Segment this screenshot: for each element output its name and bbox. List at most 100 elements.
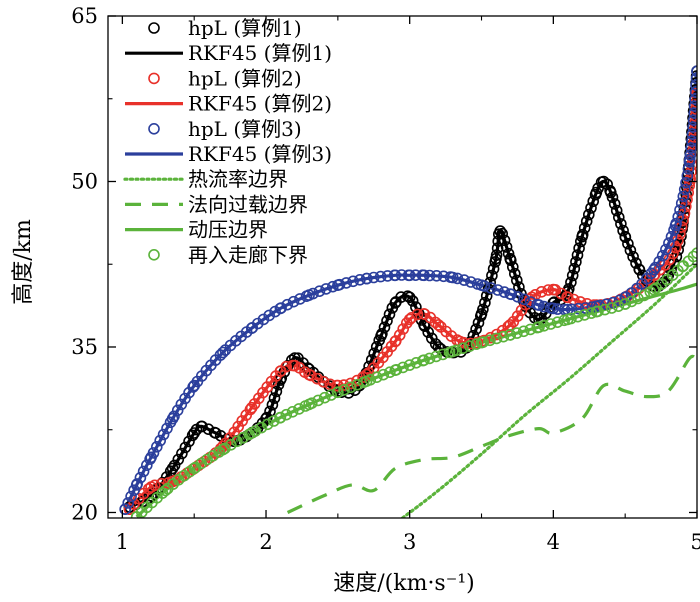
data-point	[619, 298, 632, 310]
marker-point	[397, 361, 409, 374]
data-point	[166, 412, 179, 425]
marker-point	[403, 359, 416, 371]
marker-point	[570, 256, 582, 268]
data-point	[418, 319, 430, 331]
marker-point	[496, 227, 509, 240]
marker-point	[293, 403, 305, 415]
data-point	[245, 322, 258, 335]
data-point	[504, 329, 517, 341]
marker-point	[151, 440, 163, 453]
marker-point	[624, 244, 637, 257]
marker-point	[568, 262, 581, 275]
marker-point	[653, 255, 666, 268]
legend-item: RKF45 (算例2)	[125, 92, 332, 116]
marker-point	[656, 249, 669, 262]
legend-label: RKF45 (算例1)	[188, 41, 332, 65]
legend-item: 动压边界	[125, 218, 268, 242]
marker-point	[154, 434, 166, 447]
marker-point	[511, 290, 524, 303]
data-point	[418, 354, 430, 367]
x-tick-label: 3	[403, 530, 416, 554]
marker-point	[479, 296, 491, 309]
marker-point	[268, 392, 281, 404]
marker-point	[179, 441, 192, 454]
axes-frame	[107, 15, 698, 519]
data-point	[432, 319, 445, 331]
legend-label: hpL (算例3)	[188, 117, 302, 141]
marker-point	[674, 204, 686, 216]
data-point	[145, 481, 157, 493]
x-axis-label: 速度/(km·s⁻¹)	[333, 571, 475, 596]
marker-point	[405, 311, 418, 324]
marker-point	[125, 490, 137, 503]
data-point	[561, 285, 574, 298]
data-point	[533, 299, 545, 311]
marker-point	[491, 284, 504, 296]
data-point	[303, 368, 315, 381]
legend-label: 热流率边界	[188, 167, 288, 191]
marker-point	[122, 497, 134, 509]
marker-point	[680, 176, 692, 189]
marker-point	[615, 218, 627, 230]
data-point	[119, 503, 131, 516]
data-point	[597, 175, 610, 188]
marker-point	[451, 272, 464, 285]
marker-point	[677, 190, 690, 203]
data-point	[375, 330, 387, 342]
marker-point	[326, 280, 339, 293]
marker-point	[231, 435, 243, 448]
data-point	[561, 291, 574, 304]
data-point	[648, 269, 660, 282]
marker-point	[171, 404, 184, 417]
legend-marker	[148, 249, 160, 261]
data-point	[274, 365, 287, 378]
marker-point	[612, 300, 625, 313]
x-tick-label: 2	[259, 530, 272, 554]
legend-item: hpL (算例3)	[148, 117, 302, 141]
x-tick-label: 5	[690, 530, 700, 554]
marker-point	[236, 415, 248, 427]
legend-label: hpL (算例2)	[188, 66, 302, 90]
data-point	[590, 186, 603, 199]
marker-point	[340, 277, 353, 289]
marker-point	[470, 338, 483, 350]
marker-point	[660, 243, 672, 256]
data-point	[209, 427, 222, 439]
marker-point	[423, 269, 436, 282]
data-point	[504, 288, 517, 300]
data-point	[332, 386, 344, 399]
data-point	[274, 411, 287, 424]
y-tick-label: 20	[71, 500, 98, 524]
marker-point	[665, 230, 678, 243]
data-point	[691, 65, 697, 77]
marker-point	[430, 269, 443, 282]
marker-point	[255, 421, 268, 434]
marker-point	[566, 269, 579, 282]
marker-point	[142, 483, 155, 495]
data-point	[604, 186, 617, 199]
data-point	[525, 291, 538, 304]
data-point	[590, 305, 603, 318]
marker-point	[689, 93, 697, 105]
marker-point	[161, 422, 173, 435]
marker-point	[261, 418, 274, 431]
marker-point	[678, 183, 691, 196]
marker-point	[605, 302, 618, 314]
marker-point	[465, 276, 477, 288]
marker-point	[658, 275, 671, 288]
x-tick-label: 1	[116, 530, 129, 554]
marker-point	[630, 257, 642, 269]
marker-point	[573, 242, 585, 254]
data-point	[217, 346, 229, 359]
axes: 1 2 3 4 5 20 35 50 65	[71, 4, 700, 554]
data-point	[145, 490, 157, 502]
data-point	[633, 263, 646, 276]
marker-point	[186, 429, 199, 442]
data-point	[446, 271, 459, 284]
marker-point	[625, 295, 638, 308]
marker-point	[490, 332, 503, 345]
data-point	[389, 364, 402, 377]
marker-point	[344, 377, 357, 390]
marker-point	[551, 316, 564, 329]
marker-point	[409, 269, 422, 282]
